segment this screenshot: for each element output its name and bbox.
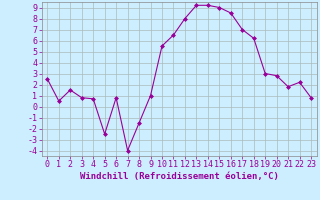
X-axis label: Windchill (Refroidissement éolien,°C): Windchill (Refroidissement éolien,°C)	[80, 172, 279, 181]
